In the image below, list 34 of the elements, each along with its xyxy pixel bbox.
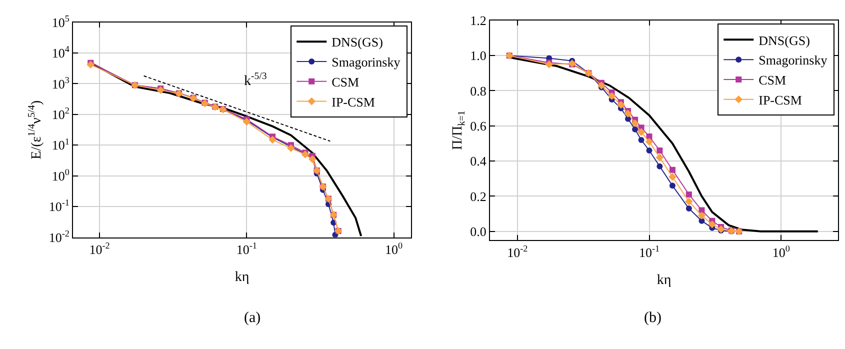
text: (a): [244, 310, 261, 326]
text: (b): [644, 310, 662, 326]
x-axis-title: kη: [656, 273, 672, 288]
y-tick-label: 1.2: [470, 12, 486, 28]
y-tick-label: 10$^{5}$: [52, 13, 70, 30]
x-axis-title: kη: [234, 270, 250, 286]
legend-label: Smagorinsky: [332, 54, 401, 70]
y-tick-label: 0.6: [470, 118, 487, 134]
y-tick-label: 10$^{-2}$: [48, 228, 70, 245]
y-tick-label: 0.0: [470, 224, 486, 239]
x-tick-label: 10$^{0}$: [772, 243, 790, 260]
y-tick-label: 10$^{2}$: [52, 106, 70, 122]
x-tick-label: 10$^{-1}$: [236, 240, 257, 257]
annotation: k$^{-5/3}$: [244, 71, 267, 89]
legend-label: Smagorinsky: [758, 52, 828, 68]
y-tick-label: 0.2: [470, 188, 486, 204]
x-tick-label: 10$^{0}$: [384, 240, 403, 257]
y-tick-label: 0.4: [470, 154, 487, 169]
y-tick-label: 10$^{1}$: [52, 136, 70, 153]
y-tick-label: 10$^{0}$: [52, 166, 70, 184]
legend-label: IP-CSM: [758, 92, 802, 108]
y-tick-label: 10$^{3}$: [52, 74, 70, 92]
y-tick-label: 10$^{-1}$: [48, 198, 70, 214]
x-tick-label: 10$^{-2}$: [89, 240, 110, 257]
legend-label: DNS(GS): [332, 34, 383, 50]
y-tick-label: 0.8: [470, 83, 486, 98]
legend-label: IP-CSM: [332, 94, 376, 110]
x-tick-label: 10$^{-2}$: [507, 243, 528, 260]
x-tick-label: 10$^{-1}$: [638, 243, 660, 260]
y-tick-label: 10$^{4}$: [52, 44, 70, 61]
y-tick-label: 1.0: [470, 48, 486, 64]
legend-label: CSM: [332, 74, 360, 90]
legend-label: CSM: [758, 72, 787, 88]
legend-label: DNS(GS): [758, 32, 810, 48]
